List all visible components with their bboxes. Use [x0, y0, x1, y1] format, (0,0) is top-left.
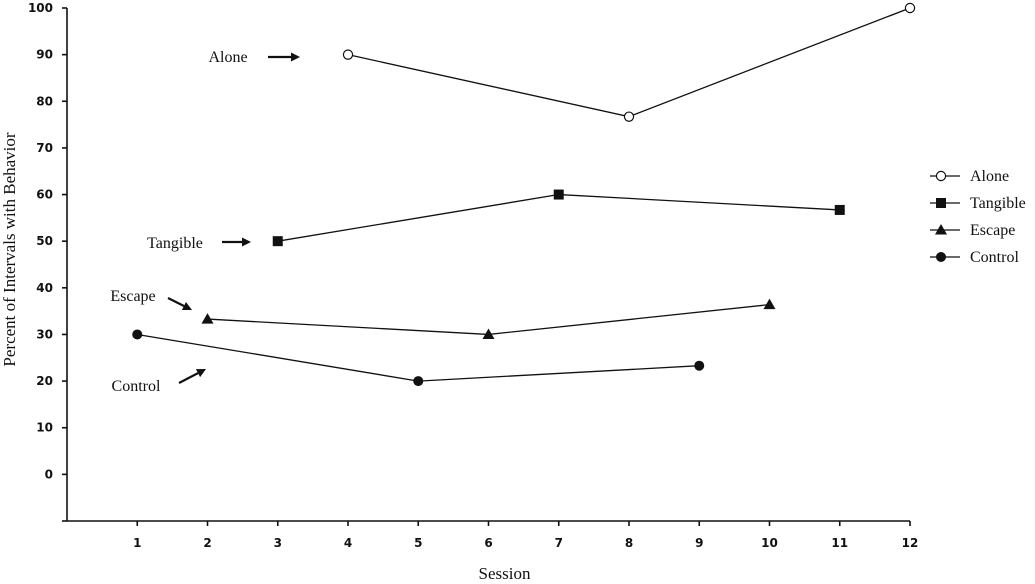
y-tick-label: 30	[36, 327, 53, 341]
annotation-label-alone: Alone	[208, 49, 247, 66]
series-tangible	[272, 189, 845, 247]
series-layer	[132, 2, 916, 387]
y-tick-label: 90	[36, 48, 53, 62]
x-tick-label: 6	[484, 536, 492, 550]
x-axis-title: Session	[479, 564, 531, 583]
annotation-arrowhead-tangible	[242, 237, 251, 247]
data-point-tangible	[834, 204, 845, 215]
data-point-alone	[623, 111, 635, 122]
x-ticks: 1 2 3 4 5 6 7 8 9 10 11 12	[133, 521, 918, 550]
legend-item-escape: Escape	[930, 222, 1015, 239]
y-tick-label: 70	[36, 141, 53, 155]
legend-label-escape: Escape	[970, 222, 1015, 239]
y-ticks: 0 10 20 30 40 50 60 70 80 90 100	[28, 1, 67, 522]
annotation-arrowhead-alone	[291, 52, 300, 62]
annotation-label-escape: Escape	[110, 288, 155, 305]
data-point-alone	[904, 2, 916, 14]
y-tick-label: 50	[36, 234, 53, 248]
data-point-escape	[201, 313, 214, 324]
annotation-alone: Alone	[208, 49, 300, 66]
x-tick-label: 7	[555, 536, 563, 550]
annotation-label-tangible: Tangible	[147, 235, 203, 252]
y-tick-label: 20	[36, 374, 53, 388]
x-tick-label: 10	[761, 536, 778, 550]
series-control	[132, 329, 705, 387]
data-point-control	[132, 329, 143, 340]
data-point-alone	[342, 49, 354, 60]
axes	[66, 8, 910, 522]
x-tick-label: 8	[625, 536, 633, 550]
data-point-escape	[763, 298, 776, 310]
y-tick-label: 10	[36, 421, 53, 435]
y-tick-label: 40	[36, 281, 53, 295]
legend-marker-alone	[935, 170, 947, 182]
annotation-tangible: Tangible	[147, 235, 251, 252]
legend-marker-control	[936, 252, 946, 262]
x-tick-label: 1	[133, 536, 141, 550]
legend-label-tangible: Tangible	[970, 195, 1026, 212]
x-tick-label: 2	[203, 536, 211, 550]
series-alone	[342, 2, 916, 122]
legend-item-tangible: Tangible	[930, 195, 1026, 212]
series-escape	[201, 298, 776, 339]
y-tick-label: 0	[45, 467, 53, 481]
data-point-tangible	[272, 236, 283, 247]
y-tick-label: 100	[28, 1, 53, 15]
annotation-escape: Escape	[110, 288, 192, 310]
y-tick-label: 60	[36, 188, 53, 202]
x-tick-label: 3	[274, 536, 282, 550]
data-point-control	[413, 376, 424, 387]
x-tick-label: 12	[902, 536, 919, 550]
annotation-control: Control	[112, 369, 206, 395]
x-tick-label: 5	[414, 536, 422, 550]
x-tick-label: 11	[831, 536, 848, 550]
annotation-label-control: Control	[112, 378, 161, 395]
annotation-layer: Alone Tangible Escape Control	[110, 49, 300, 395]
legend-label-alone: Alone	[970, 168, 1009, 185]
x-tick-label: 9	[695, 536, 703, 550]
y-axis-title: Percent of Intervals with Behavior	[0, 132, 19, 366]
x-tick-label: 4	[344, 536, 352, 550]
data-point-tangible	[553, 189, 564, 200]
data-point-escape	[482, 328, 495, 339]
legend-item-alone: Alone	[930, 168, 1009, 185]
y-tick-label: 80	[36, 94, 53, 108]
legend-item-control: Control	[930, 249, 1019, 266]
legend-marker-tangible	[936, 198, 946, 208]
annotation-arrow-escape	[167, 297, 185, 307]
annotation-arrowhead-control	[195, 369, 206, 378]
legend-marker-escape	[935, 224, 947, 235]
legend-label-control: Control	[970, 249, 1019, 266]
series-line-alone	[347, 7, 911, 118]
data-point-control	[694, 360, 705, 371]
series-line-control	[137, 333, 700, 382]
legend: Alone Tangible Escape Control	[930, 168, 1026, 266]
annotation-arrow-control	[178, 372, 199, 384]
series-line-tangible	[277, 193, 840, 242]
annotation-arrowhead-escape	[181, 301, 192, 310]
